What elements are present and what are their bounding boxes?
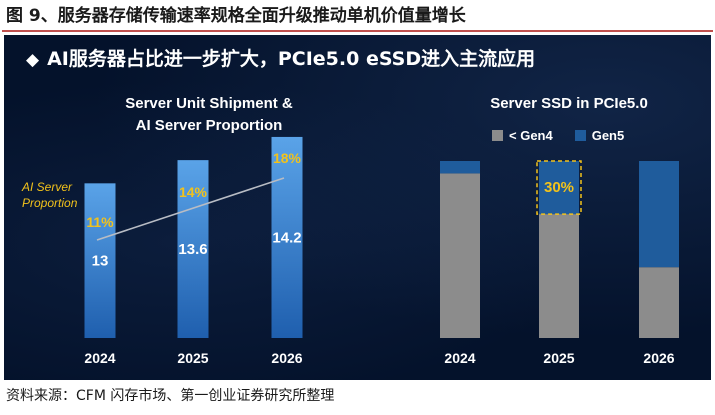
legend-swatch-gen4 xyxy=(492,129,503,141)
gen5-2025-highlight-box xyxy=(536,160,582,215)
shipment-bar-2024 xyxy=(84,183,116,338)
ssd-bar-gen5-2025 xyxy=(539,161,579,215)
legend-item-gen4: < Gen4 xyxy=(492,128,553,143)
ai-proportion-label-2026: 18% xyxy=(273,150,302,166)
ssd-bar-gen5-2024 xyxy=(440,161,480,174)
x-tick-right-2025: 2025 xyxy=(543,350,574,366)
headline: ◆ AI服务器占比进一步扩大，PCIe5.0 eSSD进入主流应用 xyxy=(26,45,535,73)
legend-label-gen4: < Gen4 xyxy=(509,127,553,143)
left-chart: 13 2024 13.6 2025 14.2 2026 11% 14% 18% AI Server… xyxy=(21,136,303,366)
shipment-value-label-2026: 14.2 xyxy=(272,229,301,246)
headline-text: AI服务器占比进一步扩大，PCIe5.0 eSSD进入主流应用 xyxy=(47,48,536,70)
ai-server-annotation-line1: AI Server xyxy=(21,180,73,194)
x-tick-left-2026: 2026 xyxy=(271,350,302,366)
diamond-bullet-icon: ◆ xyxy=(26,50,40,70)
shipment-value-label-2024: 13 xyxy=(92,253,109,270)
charts-canvas: 13 2024 13.6 2025 14.2 2026 11% 14% 18% AI Server… xyxy=(21,136,679,366)
ai-proportion-label-2025: 14% xyxy=(179,184,208,200)
left-chart-title-line1: Server Unit Shipment & xyxy=(125,95,293,112)
shipment-bar-2025 xyxy=(177,160,209,338)
ssd-bar-gen5-2026 xyxy=(639,161,679,268)
right-chart-title: Server SSD in PCIe5.0 xyxy=(490,95,648,112)
ssd-bar-gen4-2026 xyxy=(639,267,679,338)
left-chart-title-line2: AI Server Proportion xyxy=(135,117,283,134)
ssd-bar-gen4-2025 xyxy=(539,214,579,338)
x-tick-left-2024: 2024 xyxy=(84,350,115,366)
ai-proportion-label-2024: 11% xyxy=(86,214,114,230)
legend-swatch-gen5 xyxy=(574,129,586,141)
source-footnote: 资料来源：CFM 闪存市场、第一创业证券研究所整理 xyxy=(6,388,335,404)
legend-label-gen5: Gen5 xyxy=(591,127,625,143)
title-rule xyxy=(2,30,713,32)
ssd-bar-gen4-2024 xyxy=(440,173,480,338)
x-tick-right-2026: 2026 xyxy=(643,350,674,366)
shipment-value-label-2025: 13.6 xyxy=(178,241,207,258)
left-chart-title: Server Unit Shipment & AI Server Proport… xyxy=(64,93,354,137)
legend-item-gen5: Gen5 xyxy=(574,127,625,143)
right-chart-legend: < Gen4 Gen5 xyxy=(492,125,646,145)
figure-title: 图 9、服务器存储传输速率规格全面升级推动单机价值量增长 xyxy=(6,6,466,26)
panel-glow xyxy=(4,35,711,380)
gen5-2025-annotation: 30% xyxy=(544,179,574,196)
shipment-bar-2026 xyxy=(271,136,303,338)
chart-panel: ◆ AI服务器占比进一步扩大，PCIe5.0 eSSD进入主流应用 Server … xyxy=(4,35,711,380)
right-chart: 2024 2025 2026 30% xyxy=(440,160,679,366)
ai-proportion-line xyxy=(96,177,285,241)
x-tick-right-2024: 2024 xyxy=(444,350,475,366)
x-tick-left-2025: 2025 xyxy=(177,350,208,366)
ai-server-annotation-line2: Proportion xyxy=(22,196,78,210)
